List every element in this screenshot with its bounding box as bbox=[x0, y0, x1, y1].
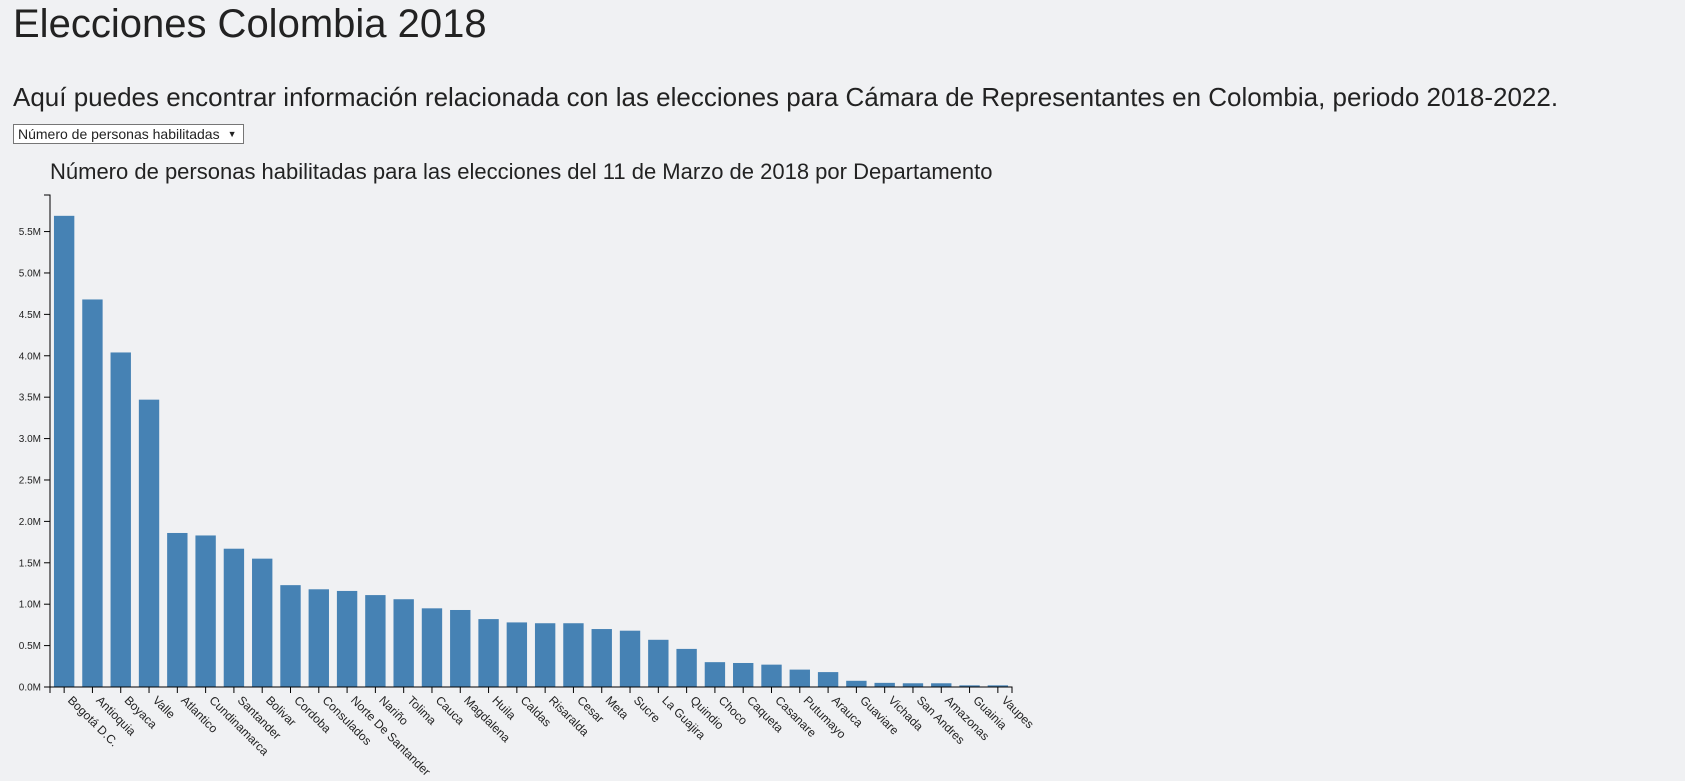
y-tick-label: 0.0M bbox=[19, 683, 41, 694]
bar[interactable] bbox=[591, 629, 612, 687]
x-tick-label: Caldas bbox=[518, 693, 554, 729]
bar[interactable] bbox=[138, 399, 160, 687]
bar[interactable] bbox=[53, 215, 75, 687]
bar[interactable] bbox=[733, 662, 754, 687]
bar[interactable] bbox=[110, 352, 131, 687]
bar[interactable] bbox=[902, 683, 924, 687]
bar-chart: Número de personas habilitadas para las … bbox=[19, 159, 1037, 779]
bar[interactable] bbox=[393, 599, 414, 687]
x-tick-label: Cauca bbox=[433, 693, 468, 728]
page-title: Elecciones Colombia 2018 bbox=[13, 2, 487, 46]
bar[interactable] bbox=[308, 589, 329, 687]
chevron-down-icon: ▼ bbox=[227, 129, 237, 139]
bar[interactable] bbox=[252, 558, 273, 687]
bar[interactable] bbox=[676, 648, 697, 687]
bar[interactable] bbox=[959, 685, 980, 687]
y-axis-line bbox=[44, 194, 51, 688]
metric-select[interactable]: Número de personas habilitadas ▼ bbox=[13, 124, 244, 144]
chart-title: Número de personas habilitadas para las … bbox=[50, 159, 993, 184]
bar[interactable] bbox=[450, 609, 471, 687]
x-tick-label: Sucre bbox=[631, 693, 663, 725]
y-tick-label: 4.5M bbox=[19, 310, 41, 321]
bar[interactable] bbox=[506, 622, 528, 687]
x-axis-line bbox=[49, 686, 1013, 693]
bar[interactable] bbox=[167, 532, 188, 687]
bars bbox=[53, 215, 1009, 687]
y-tick-label: 1.5M bbox=[19, 558, 41, 569]
bar[interactable] bbox=[365, 595, 386, 687]
metric-select-value: Número de personas habilitadas bbox=[18, 126, 220, 142]
bar[interactable] bbox=[846, 680, 867, 687]
bar[interactable] bbox=[761, 664, 782, 687]
x-tick-label: Tolima bbox=[405, 693, 440, 728]
y-tick-label: 5.0M bbox=[19, 268, 41, 279]
page-subtitle: Aquí puedes encontrar información relaci… bbox=[13, 82, 1559, 112]
bar[interactable] bbox=[648, 639, 669, 687]
bar[interactable] bbox=[534, 623, 556, 687]
y-axis: 0.0M 0.5M 1.0M 1.5M 2.0M 2.5M 3.0M 3.5M 4.0M 4.5M… bbox=[19, 194, 51, 694]
bar[interactable] bbox=[931, 683, 952, 687]
bar[interactable] bbox=[987, 685, 1009, 687]
y-tick-label: 5.5M bbox=[19, 227, 41, 238]
y-tick-label: 3.0M bbox=[19, 434, 41, 445]
y-tick-label: 1.0M bbox=[19, 600, 41, 611]
bar[interactable] bbox=[195, 535, 216, 687]
y-tick-label: 2.5M bbox=[19, 475, 41, 486]
y-tick-label: 4.0M bbox=[19, 351, 41, 362]
bar[interactable] bbox=[280, 585, 301, 687]
bar[interactable] bbox=[421, 608, 443, 687]
bar[interactable] bbox=[704, 662, 726, 687]
bar[interactable] bbox=[817, 672, 839, 687]
y-tick-label: 2.0M bbox=[19, 517, 41, 528]
bar[interactable] bbox=[619, 630, 641, 687]
bar[interactable] bbox=[82, 299, 103, 687]
bar[interactable] bbox=[789, 669, 810, 687]
y-tick-label: 3.5M bbox=[19, 393, 41, 404]
bar[interactable] bbox=[223, 548, 245, 687]
bar[interactable] bbox=[874, 682, 895, 687]
y-tick-label: 0.5M bbox=[19, 641, 41, 652]
x-tick-label: Meta bbox=[603, 693, 632, 722]
bar[interactable] bbox=[478, 619, 499, 687]
bar[interactable] bbox=[336, 590, 358, 687]
bar[interactable] bbox=[563, 623, 584, 687]
